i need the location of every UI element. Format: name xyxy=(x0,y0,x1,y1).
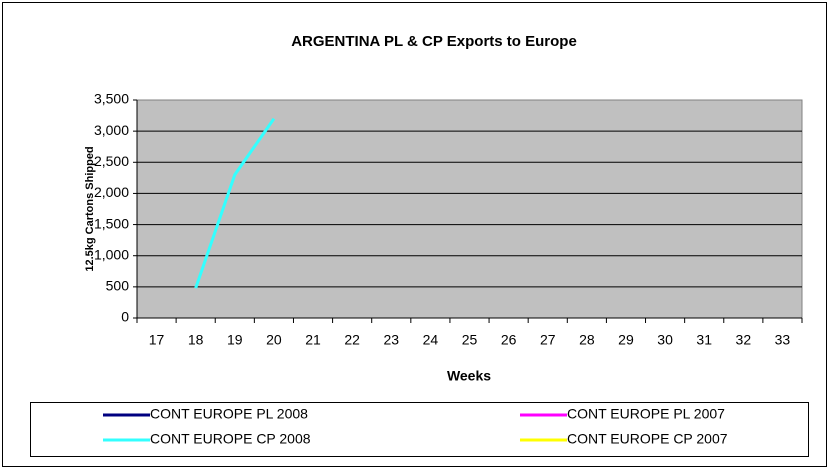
y-axis-title: 12.5kg Cartons Shipped xyxy=(84,146,96,271)
x-tick-label: 21 xyxy=(305,332,321,348)
y-tick-label: 1,500 xyxy=(94,215,129,231)
x-tick-label: 30 xyxy=(657,332,673,348)
legend-label: CONT EUROPE PL 2008 xyxy=(150,406,308,422)
x-tick-label: 33 xyxy=(775,332,791,348)
y-tick-label: 2,000 xyxy=(94,184,129,200)
x-tick-label: 24 xyxy=(423,332,439,348)
x-tick-label: 31 xyxy=(696,332,712,348)
x-tick-label: 29 xyxy=(618,332,634,348)
y-tick-label: 0 xyxy=(121,309,129,325)
x-tick-label: 20 xyxy=(266,332,282,348)
chart-title: ARGENTINA PL & CP Exports to Europe xyxy=(291,33,577,50)
legend-label: CONT EUROPE CP 2007 xyxy=(567,431,728,447)
x-tick-label: 32 xyxy=(736,332,752,348)
x-tick-label: 25 xyxy=(462,332,478,348)
x-tick-label: 22 xyxy=(344,332,360,348)
x-tick-label: 19 xyxy=(227,332,243,348)
plot-area xyxy=(136,99,803,319)
legend-label: CONT EUROPE PL 2007 xyxy=(567,406,725,422)
y-tick-label: 2,500 xyxy=(94,153,129,169)
x-tick-label: 18 xyxy=(188,332,204,348)
legend-label: CONT EUROPE CP 2008 xyxy=(150,431,311,447)
x-tick-label: 26 xyxy=(501,332,517,348)
y-tick-label: 3,500 xyxy=(94,91,129,107)
y-tick-label: 3,000 xyxy=(94,122,129,138)
y-tick-label: 500 xyxy=(106,278,130,294)
x-axis-title: Weeks xyxy=(447,368,491,384)
x-tick-label: 17 xyxy=(149,332,165,348)
x-tick-label: 27 xyxy=(540,332,556,348)
x-tick-label: 28 xyxy=(579,332,595,348)
series-line xyxy=(194,117,276,289)
legend xyxy=(30,402,809,457)
x-tick-label: 23 xyxy=(383,332,399,348)
y-tick-label: 1,000 xyxy=(94,246,129,262)
